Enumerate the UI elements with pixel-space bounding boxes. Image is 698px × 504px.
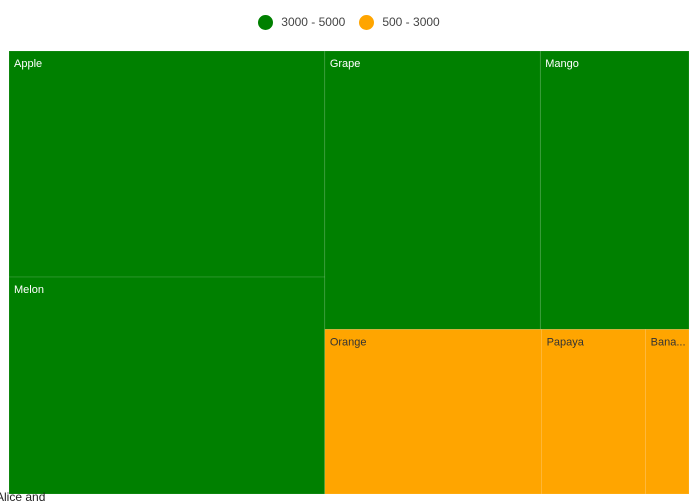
- treemap-tile-rect[interactable]: [8, 50, 326, 278]
- treemap-tile-rect[interactable]: [539, 50, 690, 330]
- legend-item-3000-5000[interactable]: 3000 - 5000: [258, 14, 346, 30]
- treemap-tile-label: Orange: [330, 336, 367, 348]
- legend-swatch-icon: [359, 14, 375, 30]
- legend-item-500-3000[interactable]: 500 - 3000: [359, 14, 440, 30]
- treemap-tile-label: Apple: [14, 58, 42, 70]
- legend-swatch-icon: [258, 14, 274, 30]
- treemap-tile-label: Papaya: [547, 336, 585, 348]
- legend-label: 500 - 3000: [382, 15, 440, 29]
- treemap-tile-orange[interactable]: Orange: [324, 329, 542, 495]
- treemap-tile-label: Grape: [330, 58, 361, 70]
- treemap-tile-rect[interactable]: [645, 329, 690, 495]
- treemap-tile-rect[interactable]: [8, 276, 326, 495]
- legend-label: 3000 - 5000: [281, 15, 346, 29]
- treemap-tile-bana[interactable]: Bana...: [645, 329, 690, 495]
- treemap-tile-rect[interactable]: [541, 329, 646, 495]
- chart-legend: 3000 - 5000 500 - 3000: [0, 12, 698, 32]
- treemap-tile-label: Bana...: [651, 336, 686, 348]
- treemap-tile-label: Melon: [14, 284, 44, 296]
- treemap-tile-apple[interactable]: Apple: [8, 50, 326, 278]
- treemap-tile-mango[interactable]: Mango: [539, 50, 690, 330]
- treemap-tile-melon[interactable]: Melon: [8, 276, 326, 495]
- treemap-tile-label: Mango: [545, 58, 579, 70]
- treemap-tile-rect[interactable]: [324, 50, 541, 330]
- treemap-tile-grape[interactable]: Grape: [324, 50, 541, 330]
- treemap-tile-rect[interactable]: [324, 329, 542, 495]
- footer-text: Alice and: [0, 490, 46, 504]
- treemap-tile-papaya[interactable]: Papaya: [541, 329, 646, 495]
